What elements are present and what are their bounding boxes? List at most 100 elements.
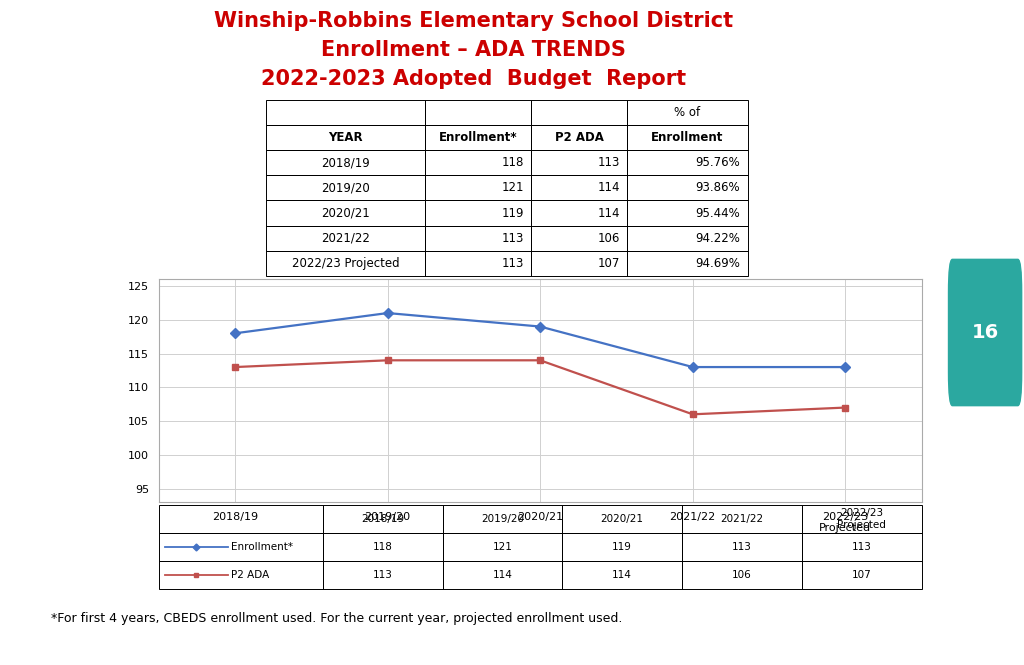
Bar <box>266 125 425 150</box>
Bar <box>530 200 627 225</box>
Bar <box>627 225 748 251</box>
Bar <box>562 533 682 561</box>
Bar <box>425 176 531 200</box>
Bar <box>627 176 748 200</box>
Text: 113: 113 <box>373 570 392 580</box>
Text: 2018/19: 2018/19 <box>322 156 370 169</box>
Text: 2022/23
Projected: 2022/23 Projected <box>838 509 886 530</box>
Text: Winship-Robbins Elementary School District
Enrollment – ADA TRENDS
2022-2023 Ado: Winship-Robbins Elementary School Distri… <box>214 11 732 88</box>
Text: 106: 106 <box>598 231 620 245</box>
Bar <box>425 200 531 225</box>
Text: 114: 114 <box>612 570 632 580</box>
Text: 94.69%: 94.69% <box>695 257 740 270</box>
Text: 2018/19: 2018/19 <box>361 514 404 524</box>
Bar <box>442 505 562 533</box>
Bar <box>323 561 442 589</box>
Bar <box>266 225 425 251</box>
Text: 2019/20: 2019/20 <box>322 182 370 194</box>
Bar <box>530 225 627 251</box>
Enrollment* <box>839 363 851 371</box>
Bar <box>323 505 442 533</box>
Text: 118: 118 <box>502 156 523 169</box>
Bar <box>530 176 627 200</box>
Bar <box>425 100 531 125</box>
Bar <box>627 200 748 225</box>
P2 ADA <box>381 356 393 364</box>
Bar <box>159 533 323 561</box>
Bar <box>627 100 748 125</box>
Bar <box>425 150 531 176</box>
Bar <box>442 533 562 561</box>
Text: 95.76%: 95.76% <box>695 156 740 169</box>
Line: Enrollment*: Enrollment* <box>231 310 849 370</box>
Text: 2020/21: 2020/21 <box>322 207 370 219</box>
Text: P2 ADA: P2 ADA <box>555 131 603 144</box>
Bar <box>425 251 531 276</box>
P2 ADA <box>686 410 698 418</box>
Text: 2021/22: 2021/22 <box>322 231 370 245</box>
P2 ADA <box>839 404 851 412</box>
Text: 119: 119 <box>501 207 523 219</box>
Bar <box>802 561 922 589</box>
Bar <box>682 561 802 589</box>
Text: 113: 113 <box>502 231 523 245</box>
Text: 114: 114 <box>597 182 620 194</box>
Bar <box>562 561 682 589</box>
Line: P2 ADA: P2 ADA <box>231 357 849 418</box>
Bar <box>442 561 562 589</box>
Text: 113: 113 <box>598 156 620 169</box>
Text: 107: 107 <box>852 570 871 580</box>
Bar <box>266 200 425 225</box>
Text: 113: 113 <box>502 257 523 270</box>
Text: 16: 16 <box>972 323 998 342</box>
Bar <box>627 251 748 276</box>
Bar <box>266 176 425 200</box>
Bar <box>159 505 323 533</box>
Bar <box>159 561 323 589</box>
FancyBboxPatch shape <box>948 259 1022 406</box>
Bar <box>266 251 425 276</box>
Text: Enrollment*: Enrollment* <box>438 131 517 144</box>
Text: 121: 121 <box>501 182 523 194</box>
Text: Enrollment: Enrollment <box>651 131 724 144</box>
Enrollment* <box>686 363 698 371</box>
Text: 2019/20: 2019/20 <box>481 514 524 524</box>
Bar <box>530 150 627 176</box>
Text: 93.86%: 93.86% <box>695 182 740 194</box>
Text: 119: 119 <box>612 542 632 552</box>
Text: 95.44%: 95.44% <box>695 207 740 219</box>
Text: Enrollment*: Enrollment* <box>231 542 294 552</box>
P2 ADA <box>535 356 547 364</box>
Enrollment* <box>228 329 242 337</box>
Text: 114: 114 <box>597 207 620 219</box>
Bar <box>425 125 531 150</box>
Text: 94.22%: 94.22% <box>695 231 740 245</box>
Bar <box>266 100 425 125</box>
Text: 113: 113 <box>852 542 871 552</box>
Bar <box>802 505 922 533</box>
Text: 113: 113 <box>732 542 752 552</box>
Bar <box>530 125 627 150</box>
Bar <box>425 225 531 251</box>
Bar <box>266 150 425 176</box>
Enrollment* <box>535 323 547 331</box>
Text: 114: 114 <box>493 570 512 580</box>
Bar <box>682 533 802 561</box>
Text: 2020/21: 2020/21 <box>601 514 644 524</box>
P2 ADA <box>228 363 242 371</box>
Bar <box>802 533 922 561</box>
Text: P2 ADA: P2 ADA <box>231 570 269 580</box>
Text: 118: 118 <box>373 542 392 552</box>
Text: 121: 121 <box>493 542 512 552</box>
Text: 2021/22: 2021/22 <box>720 514 764 524</box>
Bar <box>682 505 802 533</box>
Bar <box>627 125 748 150</box>
Enrollment* <box>381 309 393 317</box>
Bar <box>530 100 627 125</box>
Text: % of: % of <box>674 106 700 119</box>
Bar <box>562 505 682 533</box>
Text: 107: 107 <box>598 257 620 270</box>
Text: YEAR: YEAR <box>329 131 362 144</box>
Text: *For first 4 years, CBEDS enrollment used. For the current year, projected enrol: *For first 4 years, CBEDS enrollment use… <box>51 612 623 625</box>
Bar <box>530 251 627 276</box>
